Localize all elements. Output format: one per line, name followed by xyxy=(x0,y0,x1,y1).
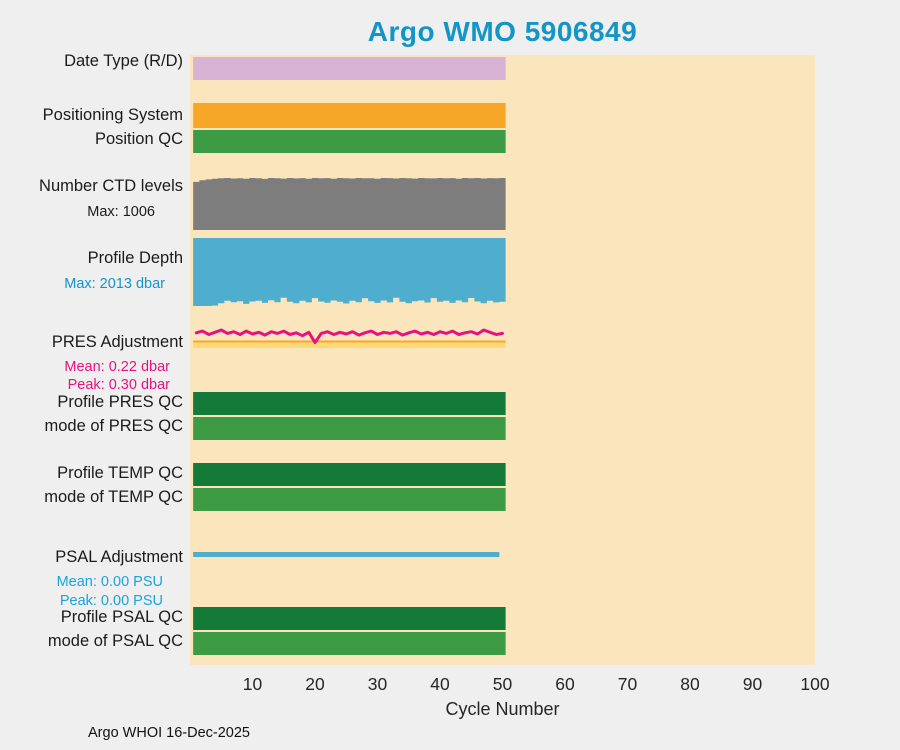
ctd-levels-area xyxy=(193,178,506,230)
profile-depth-area xyxy=(193,238,506,306)
x-tick-60: 60 xyxy=(555,674,575,694)
position-qc-band xyxy=(193,130,506,153)
x-tick-50: 50 xyxy=(493,674,513,694)
plot-area xyxy=(190,55,815,665)
x-tick-100: 100 xyxy=(800,674,829,694)
label-psal-adjustment: PSAL Adjustment xyxy=(55,548,183,566)
x-tick-30: 30 xyxy=(368,674,388,694)
psal-line-band xyxy=(193,552,500,557)
label-position-qc: Position QC xyxy=(94,130,183,148)
x-tick-70: 70 xyxy=(618,674,638,694)
x-axis-label: Cycle Number xyxy=(445,699,560,719)
pres-zero-band xyxy=(193,341,506,348)
profile-psal-qc-band xyxy=(193,607,506,630)
label-mode-psal-qc: mode of PSAL QC xyxy=(47,632,183,650)
x-tick-90: 90 xyxy=(743,674,763,694)
label-ctd-levels: Number CTD levels xyxy=(39,177,183,195)
label-depth-max: Max: 2013 dbar xyxy=(64,276,165,292)
label-profile-psal-qc: Profile PSAL QC xyxy=(60,608,183,626)
pres-adjustment-line xyxy=(194,328,504,344)
label-profile-pres-qc: Profile PRES QC xyxy=(57,393,183,411)
label-mode-temp-qc: mode of TEMP QC xyxy=(44,488,183,506)
label-ctd-max: Max: 1006 xyxy=(87,204,155,220)
label-date-type: Date Type (R/D) xyxy=(64,52,183,70)
page-title: Argo WMO 5906849 xyxy=(367,16,638,47)
mode-psal-qc-band xyxy=(193,632,506,655)
label-pres-mean: Mean: 0.22 dbar xyxy=(64,359,170,375)
profile-pres-qc-band xyxy=(193,392,506,415)
label-pres-adjustment: PRES Adjustment xyxy=(51,333,183,351)
label-pres-peak: Peak: 0.30 dbar xyxy=(67,377,170,393)
x-tick-80: 80 xyxy=(680,674,700,694)
label-mode-pres-qc: mode of PRES QC xyxy=(44,417,183,435)
profile-temp-qc-band xyxy=(193,463,506,486)
label-profile-temp-qc: Profile TEMP QC xyxy=(57,464,183,482)
footer-credit: Argo WHOI 16-Dec-2025 xyxy=(88,725,250,741)
x-tick-40: 40 xyxy=(430,674,450,694)
label-positioning: Positioning System xyxy=(42,106,183,124)
label-psal-peak: Peak: 0.00 PSU xyxy=(59,593,163,609)
mode-pres-qc-band xyxy=(193,417,506,440)
label-profile-depth: Profile Depth xyxy=(87,249,183,267)
label-psal-mean: Mean: 0.00 PSU xyxy=(56,574,163,590)
x-tick-20: 20 xyxy=(305,674,325,694)
mode-temp-qc-band xyxy=(193,488,506,511)
x-tick-10: 10 xyxy=(243,674,263,694)
date-type-band xyxy=(193,57,506,80)
positioning-band xyxy=(193,103,506,128)
